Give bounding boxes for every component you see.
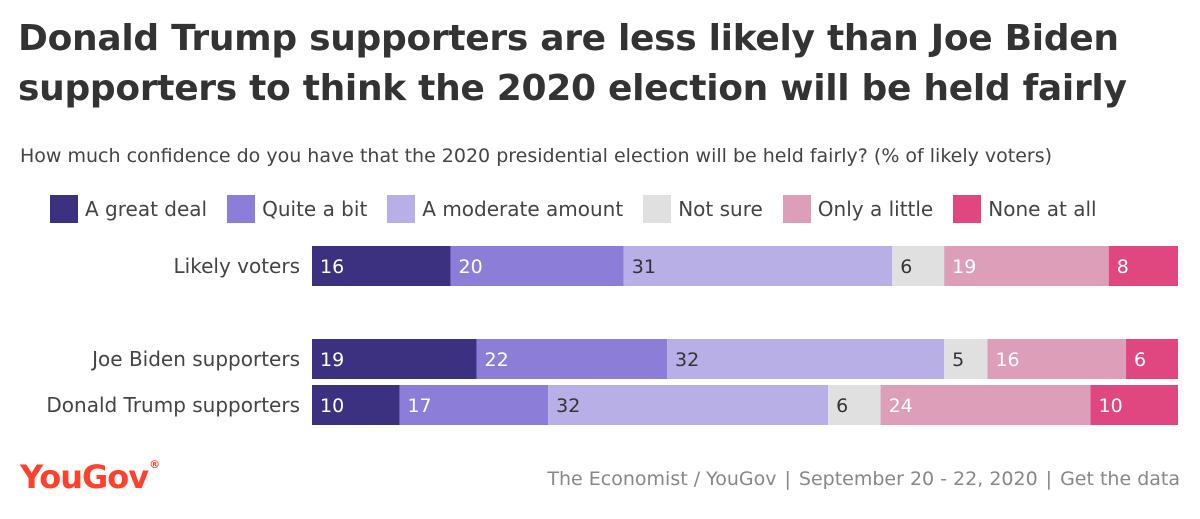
legend-label: Not sure: [678, 197, 763, 221]
legend-item-not-sure: Not sure: [643, 195, 763, 223]
bar-donald-trump-supporters-quite-a-bit: [399, 385, 549, 425]
bar-joe-biden-supporters-only-a-little: [987, 339, 1127, 379]
legend-label: A great deal: [85, 197, 208, 221]
data-label: 20: [459, 256, 483, 278]
bar-joe-biden-supporters-a-great-deal: [312, 339, 477, 379]
data-label: 16: [320, 256, 344, 278]
category-label-joe-biden-supporters: Joe Biden supporters: [90, 347, 300, 371]
get-the-data-link[interactable]: Get the data: [1060, 468, 1180, 490]
bar-joe-biden-supporters-not-sure: [944, 339, 988, 379]
legend-item-a-great-deal: A great deal: [50, 195, 207, 223]
bar-donald-trump-supporters-only-a-little: [880, 385, 1091, 425]
bar-likely-voters-quite-a-bit: [450, 246, 624, 286]
legend-item-none-at-all: None at all: [953, 195, 1097, 223]
legend-item-quite-a-bit: Quite a bit: [227, 195, 367, 223]
legend-swatch: [387, 195, 416, 223]
category-label-likely-voters: Likely voters: [174, 254, 300, 278]
bar-donald-trump-supporters-a-great-deal: [312, 385, 400, 425]
data-label: 17: [407, 395, 431, 417]
legend-swatch: [643, 195, 672, 223]
legend-label: Quite a bit: [262, 197, 368, 221]
logo-text: YouGov: [20, 458, 149, 496]
footer-separator: |: [784, 468, 791, 490]
bar-likely-voters-not-sure: [892, 246, 945, 286]
chart-footer: The Economist / YouGov | September 20 - …: [547, 468, 1180, 490]
chart-title: Donald Trump supporters are less likely …: [18, 18, 1127, 109]
bar-donald-trump-supporters-not-sure: [828, 385, 881, 425]
bar-likely-voters-none-at-all: [1108, 246, 1178, 286]
footer-date: September 20 - 22, 2020: [798, 468, 1038, 490]
data-label: 6: [900, 256, 912, 278]
legend-item-only-a-little: Only a little: [782, 195, 934, 223]
legend-label: Only a little: [817, 197, 934, 221]
bar-likely-voters-a-moderate-amount: [623, 246, 893, 286]
data-label: 19: [952, 256, 976, 278]
bar-joe-biden-supporters-a-moderate-amount: [667, 339, 945, 379]
yougov-logo: YouGov®: [20, 458, 160, 496]
data-label: 10: [320, 395, 344, 417]
bar-joe-biden-supporters-none-at-all: [1126, 339, 1178, 379]
data-label: 6: [836, 395, 848, 417]
legend-swatch: [782, 195, 811, 223]
legend-swatch: [50, 195, 78, 223]
bar-donald-trump-supporters-a-moderate-amount: [548, 385, 829, 425]
bar-likely-voters-only-a-little: [944, 246, 1109, 286]
data-label: 22: [485, 349, 509, 371]
footer-source: The Economist / YouGov: [547, 468, 777, 490]
data-label: 10: [1099, 395, 1123, 417]
chart-subtitle: How much confidence do you have that the…: [20, 145, 1053, 167]
data-label: 16: [995, 349, 1019, 371]
data-label: 31: [632, 256, 656, 278]
category-label-donald-trump-supporters: Donald Trump supporters: [46, 393, 300, 417]
data-label: 8: [1117, 256, 1129, 278]
legend-swatch: [227, 195, 256, 223]
legend-label: A moderate amount: [422, 197, 624, 221]
data-label: 24: [889, 395, 913, 417]
legend-swatch: [953, 195, 982, 223]
data-label: 32: [675, 349, 699, 371]
legend-item-a-moderate-amount: A moderate amount: [387, 195, 623, 223]
bar-joe-biden-supporters-quite-a-bit: [476, 339, 668, 379]
legend-label: None at all: [988, 197, 1097, 221]
data-label: 6: [1134, 349, 1146, 371]
data-label: 19: [320, 349, 344, 371]
footer-separator: |: [1045, 468, 1053, 490]
logo-registered-mark: ®: [149, 458, 160, 471]
bar-likely-voters-a-great-deal: [312, 246, 451, 286]
chart-legend: A great deal Quite a bit A moderate amount…: [50, 194, 1117, 224]
data-label: 32: [556, 395, 580, 417]
data-label: 5: [952, 349, 964, 371]
bar-donald-trump-supporters-none-at-all: [1090, 385, 1178, 425]
